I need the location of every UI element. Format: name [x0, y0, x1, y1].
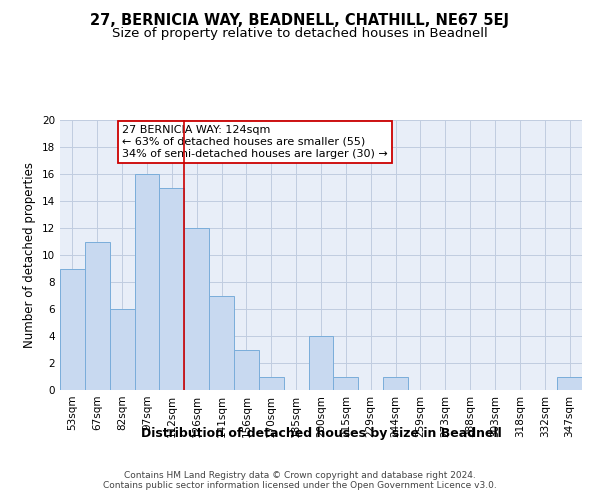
Text: 27, BERNICIA WAY, BEADNELL, CHATHILL, NE67 5EJ: 27, BERNICIA WAY, BEADNELL, CHATHILL, NE… [91, 12, 509, 28]
Y-axis label: Number of detached properties: Number of detached properties [23, 162, 37, 348]
Bar [259, 376, 284, 390]
Bar [209, 296, 234, 390]
Text: Distribution of detached houses by size in Beadnell: Distribution of detached houses by size … [140, 428, 502, 440]
Bar [134, 174, 160, 390]
Bar [60, 268, 85, 390]
Bar [184, 228, 209, 390]
Bar [160, 188, 184, 390]
Text: Size of property relative to detached houses in Beadnell: Size of property relative to detached ho… [112, 28, 488, 40]
Bar [557, 376, 582, 390]
Bar [85, 242, 110, 390]
Bar [234, 350, 259, 390]
Bar [334, 376, 358, 390]
Bar [383, 376, 408, 390]
Text: Contains HM Land Registry data © Crown copyright and database right 2024.
Contai: Contains HM Land Registry data © Crown c… [103, 470, 497, 490]
Bar [110, 309, 134, 390]
Bar [308, 336, 334, 390]
Text: 27 BERNICIA WAY: 124sqm
← 63% of detached houses are smaller (55)
34% of semi-de: 27 BERNICIA WAY: 124sqm ← 63% of detache… [122, 126, 388, 158]
